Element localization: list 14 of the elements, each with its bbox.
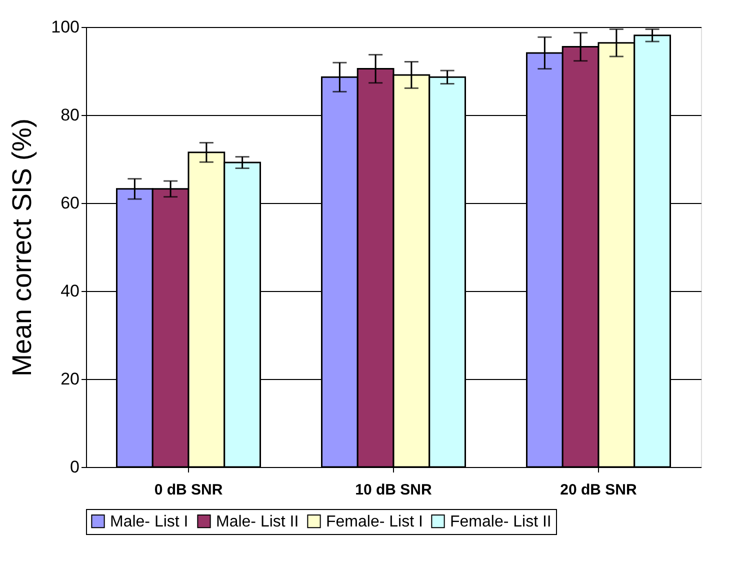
x-tick-label: 20 dB SNR bbox=[560, 482, 638, 498]
y-tick-label: 20 bbox=[60, 370, 80, 388]
legend-label: Female- List I bbox=[326, 513, 423, 530]
y-tick-label: 80 bbox=[60, 106, 80, 124]
legend-label: Male- List II bbox=[216, 513, 299, 530]
y-tick-label: 60 bbox=[60, 194, 80, 212]
y-axis-title: Mean correct SIS (%) bbox=[7, 118, 38, 377]
y-tick-label: 0 bbox=[70, 458, 80, 476]
x-tick-label: 10 dB SNR bbox=[355, 482, 432, 498]
y-tick-label: 100 bbox=[51, 18, 80, 36]
x-tick-label: 0 dB SNR bbox=[154, 482, 223, 498]
legend-label: Female- List II bbox=[450, 513, 552, 530]
legend-label: Male- List I bbox=[110, 513, 188, 530]
y-tick-label: 40 bbox=[60, 282, 80, 300]
